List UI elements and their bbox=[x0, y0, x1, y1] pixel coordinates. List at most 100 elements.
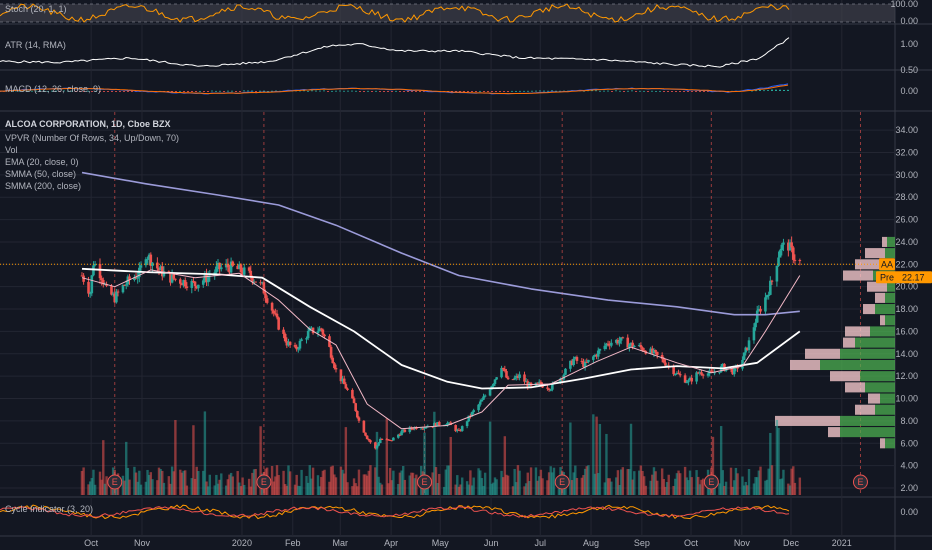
earnings-marker[interactable] bbox=[554, 474, 570, 490]
volume-bar bbox=[102, 440, 105, 495]
earnings-marker[interactable] bbox=[703, 474, 719, 490]
candle-body bbox=[787, 242, 790, 251]
vpvr-up-bar bbox=[885, 315, 895, 326]
price-pane[interactable]: E E E E E E AA Pre 22.17 bbox=[0, 112, 932, 495]
candle-body bbox=[551, 383, 554, 390]
candle-body bbox=[419, 428, 423, 430]
macd-histogram-bar bbox=[103, 91, 105, 92]
stoch-pane[interactable] bbox=[0, 3, 895, 23]
volume-bar bbox=[228, 474, 231, 495]
volume-bar bbox=[662, 479, 666, 495]
ema-20-line bbox=[81, 269, 801, 430]
vpvr-down-bar bbox=[882, 236, 887, 247]
volume-bar bbox=[488, 421, 492, 495]
atr-pane[interactable] bbox=[0, 37, 790, 68]
candle-body bbox=[472, 410, 475, 412]
candle-body bbox=[483, 395, 487, 397]
volume-bar bbox=[213, 485, 216, 495]
volume-bar bbox=[628, 469, 631, 495]
candle-body bbox=[113, 293, 117, 303]
volume-bar bbox=[626, 469, 629, 495]
macd-histogram-bar bbox=[651, 90, 653, 92]
volume-bar bbox=[575, 478, 579, 495]
candle-body bbox=[287, 341, 290, 346]
candle-body bbox=[618, 340, 621, 344]
volume-bar bbox=[585, 466, 588, 495]
volume-bar bbox=[534, 467, 538, 495]
volume-bar bbox=[157, 467, 161, 495]
volume-bar bbox=[516, 465, 520, 495]
volume-bar bbox=[456, 475, 459, 495]
volume-bar bbox=[444, 469, 448, 495]
volume-bar bbox=[459, 484, 462, 495]
candle-body bbox=[374, 442, 377, 449]
candle-body bbox=[231, 261, 235, 266]
vpvr-down-bar bbox=[867, 281, 887, 292]
candle-body bbox=[295, 346, 298, 350]
earnings-marker-label: E bbox=[708, 477, 714, 487]
macd-histogram-bar bbox=[671, 91, 673, 92]
macd-pane[interactable] bbox=[0, 83, 789, 95]
candle-body bbox=[511, 379, 515, 381]
macd-histogram-bar bbox=[703, 91, 705, 92]
candle-body bbox=[788, 242, 792, 251]
volume-bar bbox=[293, 484, 297, 495]
volume-bar bbox=[344, 427, 348, 495]
macd-histogram-bar bbox=[55, 90, 57, 92]
volume-bar bbox=[356, 486, 359, 495]
candle-body bbox=[100, 278, 103, 280]
macd-histogram-bar bbox=[763, 90, 765, 92]
candle-body bbox=[139, 265, 143, 268]
candle-body bbox=[92, 265, 95, 276]
candle-body bbox=[121, 284, 125, 293]
candle-body bbox=[434, 423, 438, 427]
earnings-marker[interactable] bbox=[852, 474, 868, 490]
volume-bar bbox=[357, 469, 361, 495]
vpvr-up-bar bbox=[880, 393, 895, 404]
earnings-marker[interactable] bbox=[417, 474, 433, 490]
volume-bar bbox=[574, 465, 577, 495]
candle-body bbox=[251, 276, 254, 282]
volume-bar bbox=[167, 476, 171, 495]
candle-body bbox=[123, 284, 126, 286]
macd-histogram-bar bbox=[275, 90, 277, 92]
macd-histogram-bar bbox=[695, 91, 697, 92]
x-tick-label: Oct bbox=[84, 538, 99, 548]
candle-body bbox=[539, 381, 543, 385]
candle-body bbox=[157, 268, 161, 271]
candle-body bbox=[197, 284, 200, 289]
earnings-marker[interactable] bbox=[256, 474, 272, 490]
symbol-badge[interactable] bbox=[879, 258, 895, 271]
macd-histogram-bar bbox=[211, 90, 213, 92]
volume-bar bbox=[380, 484, 384, 495]
candle-body bbox=[285, 341, 289, 346]
volume-bar bbox=[410, 472, 413, 495]
candle-body bbox=[741, 359, 744, 369]
candle-body bbox=[254, 281, 258, 283]
candle-body bbox=[790, 242, 793, 248]
premarket-badge[interactable] bbox=[876, 271, 932, 284]
volume-bar bbox=[526, 472, 529, 495]
candle-body bbox=[747, 340, 751, 351]
candle-body bbox=[495, 377, 498, 380]
cycle-pane[interactable] bbox=[0, 504, 790, 520]
macd-histogram-bar bbox=[775, 89, 777, 91]
macd-histogram-bar bbox=[619, 90, 621, 92]
volume-bar bbox=[259, 426, 262, 495]
vpvr-down-bar bbox=[845, 382, 865, 393]
volume-bar bbox=[287, 465, 290, 495]
volume-bar bbox=[500, 470, 503, 495]
candle-body bbox=[660, 355, 664, 359]
volume-bar bbox=[656, 480, 659, 495]
candle-body bbox=[478, 401, 482, 405]
candle-body bbox=[388, 439, 392, 441]
candle-body bbox=[128, 276, 131, 281]
volume-bar bbox=[793, 482, 797, 495]
earnings-marker[interactable] bbox=[107, 474, 123, 490]
candle-body bbox=[672, 365, 675, 375]
macd-histogram-bar bbox=[459, 91, 461, 92]
volume-bar bbox=[415, 474, 418, 495]
volume-bar bbox=[205, 481, 208, 495]
candle-body bbox=[459, 430, 462, 432]
